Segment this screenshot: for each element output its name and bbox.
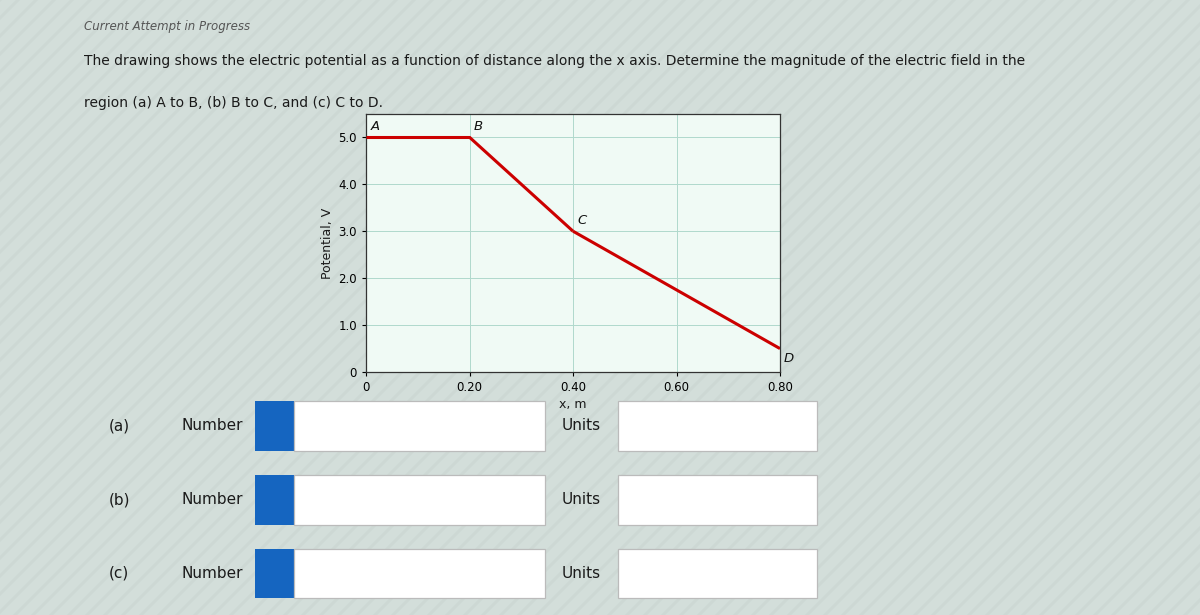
Text: (c): (c): [108, 566, 128, 581]
Text: A: A: [371, 121, 380, 133]
Text: i: i: [274, 493, 278, 506]
Text: Number: Number: [182, 418, 244, 434]
Text: C: C: [577, 215, 587, 228]
Text: (b): (b): [108, 492, 130, 507]
FancyBboxPatch shape: [294, 401, 545, 451]
Text: The drawing shows the electric potential as a function of distance along the x a: The drawing shows the electric potential…: [84, 54, 1025, 68]
FancyBboxPatch shape: [256, 401, 296, 451]
Text: i: i: [274, 567, 278, 580]
Text: (a): (a): [108, 418, 130, 434]
FancyBboxPatch shape: [618, 475, 817, 525]
Text: ⌄: ⌄: [790, 419, 802, 433]
X-axis label: x, m: x, m: [559, 399, 587, 411]
Text: ⌄: ⌄: [790, 493, 802, 507]
FancyBboxPatch shape: [256, 549, 296, 598]
Text: Units: Units: [562, 566, 601, 581]
Text: D: D: [784, 352, 794, 365]
Text: Units: Units: [562, 492, 601, 507]
Text: Units: Units: [562, 418, 601, 434]
FancyBboxPatch shape: [294, 475, 545, 525]
Text: i: i: [274, 419, 278, 432]
Text: Current Attempt in Progress: Current Attempt in Progress: [84, 20, 250, 33]
FancyBboxPatch shape: [294, 549, 545, 598]
FancyBboxPatch shape: [618, 401, 817, 451]
Y-axis label: Potential, V: Potential, V: [322, 207, 334, 279]
Text: B: B: [474, 121, 482, 133]
Text: Number: Number: [182, 492, 244, 507]
Text: Number: Number: [182, 566, 244, 581]
FancyBboxPatch shape: [618, 549, 817, 598]
Text: region (a) A to B, (b) B to C, and (c) C to D.: region (a) A to B, (b) B to C, and (c) C…: [84, 96, 383, 110]
Text: ⌄: ⌄: [790, 566, 802, 581]
FancyBboxPatch shape: [256, 475, 296, 525]
